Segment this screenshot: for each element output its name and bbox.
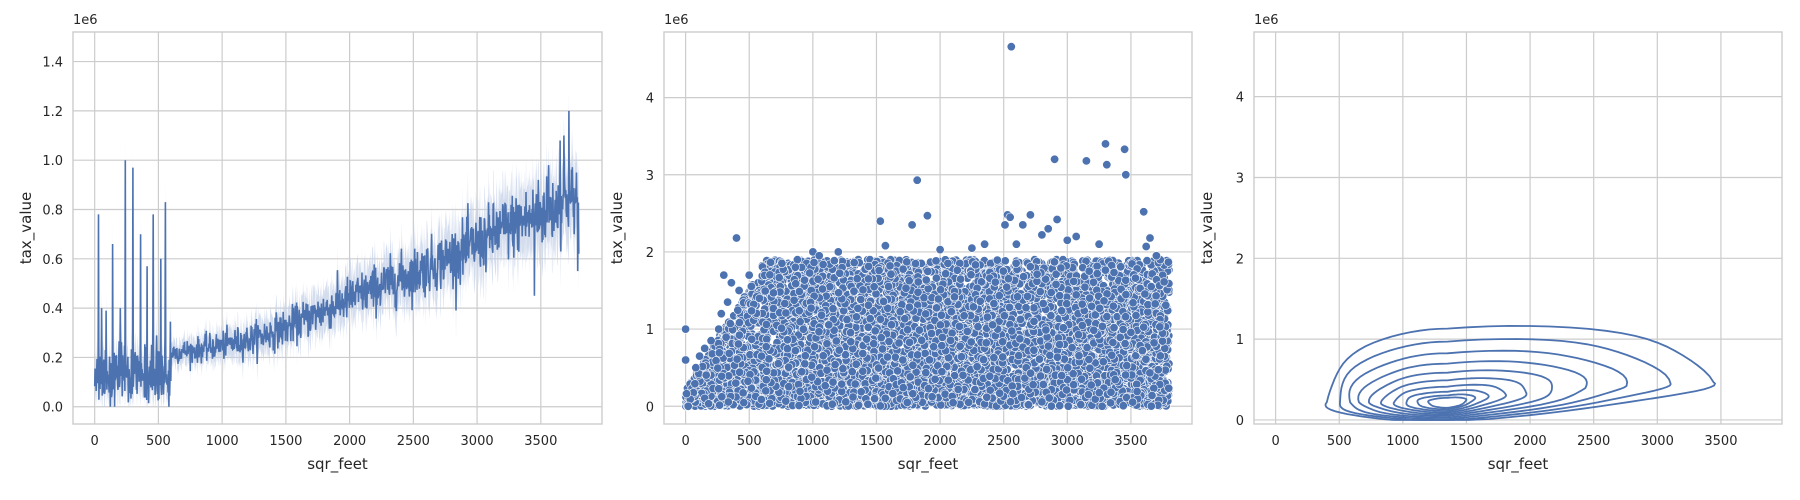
line-chart-plot-area xyxy=(93,91,580,407)
scatter-chart-plot-area xyxy=(681,42,1174,411)
x-tick-label: 3500 xyxy=(524,434,557,449)
x-tick-label: 2500 xyxy=(397,434,430,449)
x-tick-label: 2000 xyxy=(333,434,366,449)
y-tick-label: 0.0 xyxy=(42,401,63,416)
y-tick-label: 1.0 xyxy=(42,154,63,169)
x-tick-label: 1500 xyxy=(269,434,302,449)
line-chart-y-axis-label: tax_value xyxy=(17,192,36,264)
line-chart-x-axis-label: sqr_feet xyxy=(307,455,368,474)
line-chart-y-offset-label: 1e6 xyxy=(73,13,98,28)
y-tick-label: 0.2 xyxy=(42,351,63,366)
x-tick-label: 3000 xyxy=(461,434,494,449)
scatter-points xyxy=(681,42,1174,411)
y-tick-label: 0.4 xyxy=(42,302,63,317)
line-chart-frame xyxy=(72,31,603,425)
x-tick-label: 500 xyxy=(146,434,171,449)
y-tick-label: 1.4 xyxy=(42,56,63,71)
line-chart-ticks: 0 500 1000 1500 2000 2500 3000 3500 0.0 0.2 0.4 0.6… xyxy=(42,56,557,449)
x-tick-label: 1000 xyxy=(206,434,239,449)
y-tick-label: 1.2 xyxy=(42,105,63,120)
line-chart-panel: 0 500 1000 1500 2000 2500 3000 3500 0.0 0.2 0.4 0.6… xyxy=(17,13,603,474)
y-tick-label: 0.6 xyxy=(42,253,63,268)
x-tick-label: 0 xyxy=(91,434,99,449)
series-line xyxy=(93,110,580,407)
y-tick-label: 0.8 xyxy=(42,204,63,219)
